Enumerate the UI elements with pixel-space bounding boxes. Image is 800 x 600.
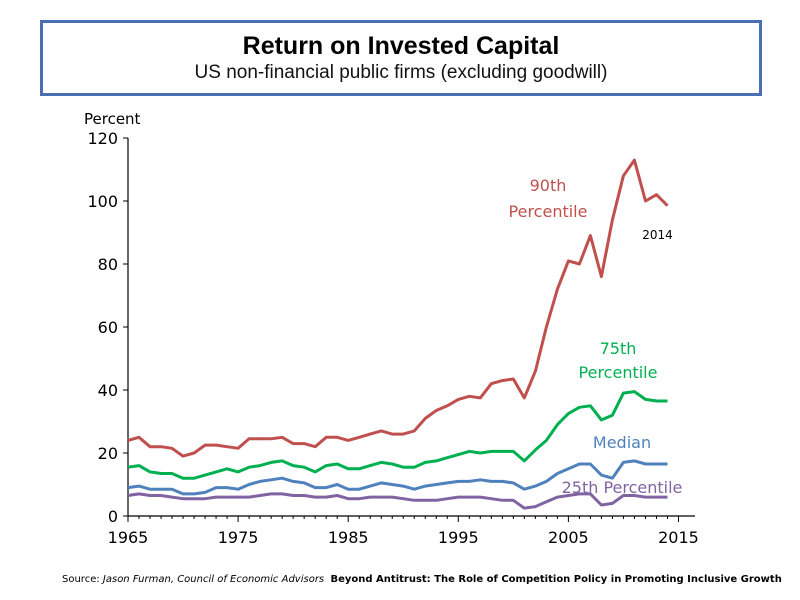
y-tick-label: 80 xyxy=(98,255,118,274)
y-tick-label: 100 xyxy=(87,192,118,211)
series-label-median: Median xyxy=(593,433,651,452)
source-work: Beyond Antitrust: The Role of Competitio… xyxy=(331,574,782,585)
x-tick-label: 2015 xyxy=(658,528,699,547)
x-tick-label: 1975 xyxy=(218,528,259,547)
chart-title: Return on Invested Capital xyxy=(43,32,759,60)
chart-subtitle: US non-financial public firms (excluding… xyxy=(43,61,759,85)
x-tick-label: 2005 xyxy=(548,528,589,547)
series-label-90th-percentile: Percentile xyxy=(509,202,588,221)
title-box: Return on Invested Capital US non-financ… xyxy=(40,20,762,96)
source-author: Jason Furman, Council of Economic Adviso… xyxy=(103,574,324,585)
series-label-25th-percentile: 25th Percentile xyxy=(562,478,683,497)
y-tick-label: 0 xyxy=(108,507,118,526)
x-tick-label: 1985 xyxy=(328,528,369,547)
series-label-75th-percentile: Percentile xyxy=(579,363,658,382)
annotation-label: 2014 xyxy=(642,228,673,242)
series-label-90th-percentile: 90th xyxy=(530,176,567,195)
source-note: Source: Jason Furman, Council of Economi… xyxy=(62,574,782,585)
x-tick-label: 1965 xyxy=(108,528,149,547)
x-tick-label: 1995 xyxy=(438,528,479,547)
y-tick-label: 40 xyxy=(98,381,118,400)
y-tick-label: 20 xyxy=(98,444,118,463)
y-tick-label: 120 xyxy=(87,129,118,148)
source-prefix: Source: xyxy=(62,574,103,585)
y-axis-label: Percent xyxy=(84,110,141,128)
series-label-75th-percentile: 75th xyxy=(600,339,637,358)
y-tick-label: 60 xyxy=(98,318,118,337)
